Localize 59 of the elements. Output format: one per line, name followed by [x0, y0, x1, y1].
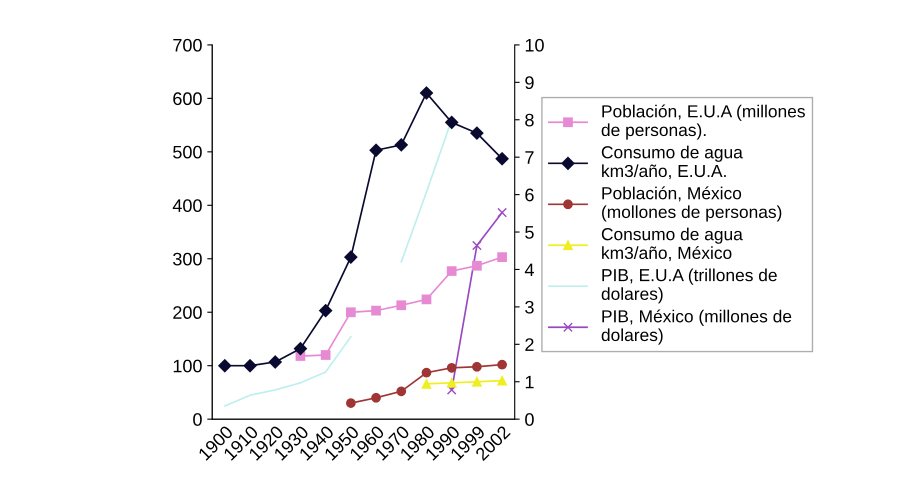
y-tick-label: 400	[172, 199, 202, 212]
legend-label: Consumo de agua km3/año, E.U.A.	[602, 146, 743, 180]
point	[371, 306, 381, 316]
point	[369, 144, 383, 157]
point	[497, 376, 507, 386]
point	[446, 266, 457, 276]
y2-tick-label: 3	[525, 300, 534, 314]
point	[472, 376, 482, 387]
y2-tick-label: 5	[525, 226, 534, 239]
point	[422, 368, 432, 378]
point	[218, 359, 232, 372]
point	[497, 208, 507, 218]
point	[346, 307, 356, 318]
point	[268, 355, 282, 369]
y-tick-label: 200	[173, 306, 202, 319]
y2-tick-label: 10	[526, 38, 544, 52]
point	[446, 362, 457, 373]
point	[446, 385, 457, 395]
point	[319, 304, 332, 318]
legend-label: Consumo de agua km3/año, México	[602, 228, 743, 262]
point	[497, 360, 507, 370]
point	[396, 386, 406, 396]
y-tick-label: 100	[174, 360, 202, 372]
y2-tick-label: 8	[525, 114, 534, 126]
legend-label: PIB, México (millones de dolares)	[602, 310, 792, 345]
point	[472, 260, 482, 271]
y2-tick-label: 2	[525, 338, 534, 351]
point	[446, 378, 457, 388]
point	[472, 240, 482, 250]
y2-tick-label: 4	[524, 264, 534, 276]
y2-tick-label: 1	[526, 376, 534, 388]
y-tick-label: 600	[173, 92, 202, 106]
point	[396, 300, 406, 310]
y-tick-label: 300	[173, 252, 202, 266]
point	[320, 350, 331, 360]
point	[420, 86, 434, 100]
y-tick-label: 700	[173, 38, 202, 52]
legend-label: Población, México (mollones de personas)	[602, 186, 782, 222]
y2-tick-label: 0	[525, 413, 534, 426]
point	[394, 138, 408, 152]
y2-tick-label: 9	[525, 76, 534, 90]
y-tick-label: 0	[193, 413, 202, 426]
point	[422, 294, 432, 304]
point	[470, 126, 484, 140]
point	[422, 379, 432, 389]
legend-label: Población, E.U.A (millones de personas).	[602, 104, 805, 140]
point	[371, 392, 381, 403]
point	[243, 359, 257, 372]
y2-tick-label: 7	[525, 151, 534, 164]
y2-tick-label: 6	[525, 188, 534, 202]
point	[497, 252, 507, 262]
y-tick-label: 500	[173, 146, 202, 159]
point	[472, 362, 482, 372]
point	[344, 250, 358, 264]
point	[346, 398, 356, 408]
point	[445, 116, 458, 130]
point	[496, 152, 509, 166]
point	[294, 342, 308, 356]
legend-label: PIB, E.U.A (trillones de dolares)	[602, 268, 777, 304]
